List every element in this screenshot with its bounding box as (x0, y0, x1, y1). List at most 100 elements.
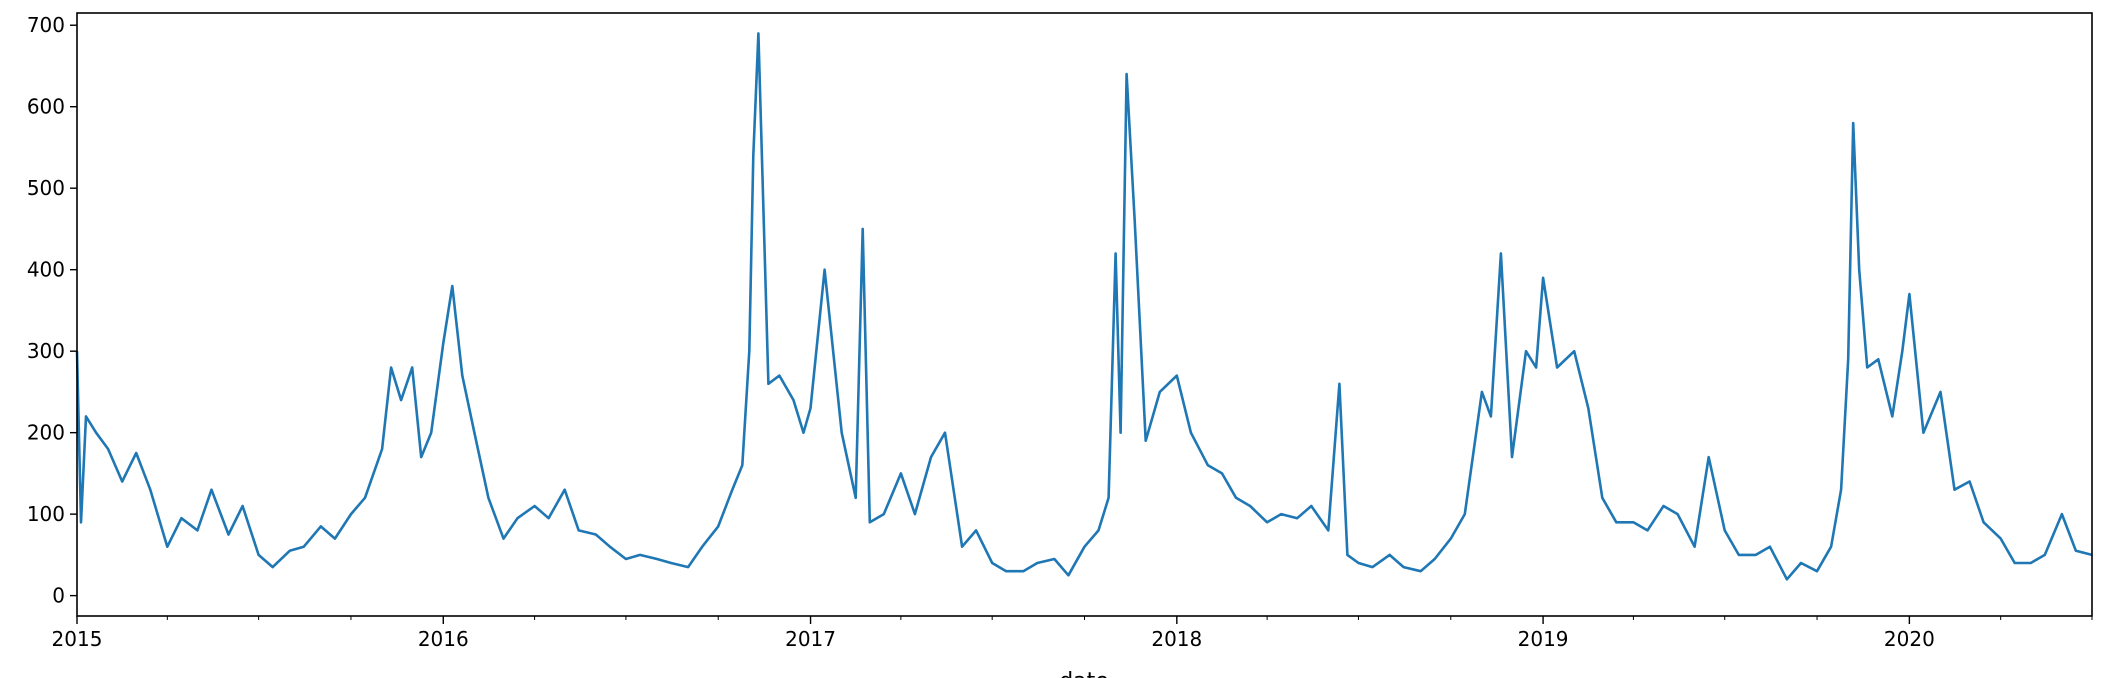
data-point (1587, 407, 1590, 410)
data-point (241, 505, 244, 507)
data-point (502, 537, 505, 540)
data-point (687, 566, 689, 568)
data-point (442, 342, 445, 344)
data-point (1800, 562, 1802, 564)
data-point (1901, 350, 1904, 353)
data-point (1371, 566, 1374, 568)
data-point (1982, 521, 1985, 524)
data-point (991, 562, 993, 564)
data-point (1999, 537, 2002, 540)
data-point (1144, 440, 1147, 442)
data-point (595, 533, 597, 536)
data-point (900, 472, 902, 475)
data-point (1036, 562, 1039, 564)
data-point (1769, 545, 1771, 548)
data-point (1511, 456, 1513, 458)
data-point (1953, 488, 1956, 491)
y-tick-label: 0 (52, 584, 65, 608)
data-point (461, 374, 464, 377)
data-point (1891, 415, 1894, 418)
x-tick-label: 2015 (52, 627, 103, 651)
data-point (364, 497, 366, 499)
y-tick-label: 100 (27, 502, 65, 526)
data-point (257, 554, 260, 556)
data-point (1119, 431, 1122, 434)
y-tick-label: 300 (27, 339, 65, 363)
data-point (1419, 570, 1422, 572)
data-point (1097, 529, 1100, 532)
data-point (1601, 497, 1604, 499)
data-point (1939, 391, 1942, 393)
data-point (2061, 513, 2063, 515)
x-axis-label: date (1059, 669, 1109, 678)
data-point (823, 268, 826, 271)
data-point (2030, 562, 2032, 564)
y-tick-label: 500 (27, 176, 65, 200)
data-point (420, 456, 423, 458)
data-point (1125, 73, 1128, 75)
data-point (1676, 513, 1679, 515)
data-point (1176, 374, 1178, 377)
data-point (1207, 464, 1209, 467)
data-point (1490, 415, 1492, 418)
data-point (609, 545, 611, 548)
data-point (1535, 366, 1537, 369)
data-point (303, 545, 305, 548)
data-point (854, 497, 857, 499)
data-point (430, 431, 433, 434)
data-point (2013, 562, 2016, 564)
data-point (748, 350, 751, 353)
data-point (1249, 505, 1251, 507)
y-tick-label: 200 (27, 421, 65, 445)
data-point (487, 497, 490, 499)
data-point (320, 525, 322, 528)
data-point (107, 448, 109, 450)
data-point (944, 431, 946, 434)
data-point (334, 537, 336, 540)
data-point (1280, 513, 1282, 515)
data-point (1816, 570, 1818, 572)
data-point (1005, 570, 1007, 572)
x-tick-label: 2019 (1518, 627, 1569, 651)
data-point (1327, 529, 1330, 532)
y-tick-label: 400 (27, 258, 65, 282)
data-point (2044, 554, 2046, 556)
data-point (1542, 277, 1544, 279)
data-point (1402, 566, 1405, 568)
y-axis: 0 100 200 300 400 500 600 700 (27, 13, 77, 608)
data-point (757, 32, 760, 35)
data-point (95, 431, 97, 434)
data-point (390, 366, 392, 369)
data-point (975, 529, 977, 532)
data-point (930, 456, 932, 458)
data-point (135, 452, 137, 454)
data-point (227, 533, 230, 536)
data-point (1022, 570, 1025, 572)
data-point (180, 517, 183, 519)
data-point (1296, 517, 1298, 519)
data-point (1573, 350, 1575, 353)
data-point (1067, 574, 1070, 577)
data-point (1615, 521, 1618, 524)
data-point (1556, 366, 1558, 369)
data-point (85, 415, 87, 418)
data-point (1830, 545, 1832, 548)
data-point (914, 513, 916, 515)
data-point (80, 521, 82, 524)
data-point (1908, 293, 1911, 295)
data-point (639, 554, 641, 556)
data-point (411, 366, 414, 369)
data-point (149, 488, 152, 491)
data-point (1500, 252, 1502, 255)
data-point (1433, 558, 1436, 560)
data-point (1877, 358, 1880, 361)
x-tick-label: 2016 (418, 627, 469, 651)
data-point (625, 558, 627, 560)
data-point (1922, 431, 1925, 434)
data-point (473, 431, 476, 434)
data-point (1266, 521, 1268, 524)
data-point (1646, 529, 1649, 532)
data-point (809, 407, 812, 410)
y-tick-label: 700 (27, 13, 65, 37)
data-point (547, 517, 550, 519)
